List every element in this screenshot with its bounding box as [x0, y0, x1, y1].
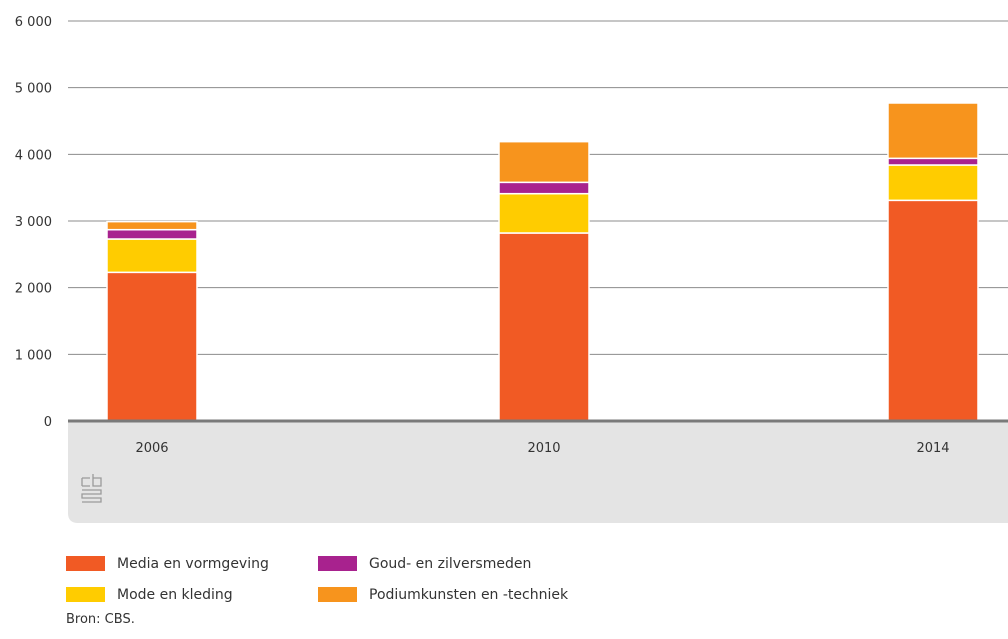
bar-segment	[106, 228, 198, 240]
legend: Media en vormgeving Goud- en zilversmeden…	[66, 552, 618, 606]
legend-item: Goud- en zilversmeden	[318, 552, 618, 575]
y-tick-label: 2 000	[15, 282, 52, 297]
legend-item: Podiumkunsten en -techniek	[318, 583, 618, 606]
x-tick-label: 2006	[135, 441, 168, 456]
y-tick-label: 1 000	[15, 348, 52, 363]
legend-item: Media en vormgeving	[66, 552, 318, 575]
chart: 0 1 000 2 000 3 000 4 000 5 000 6 000 2006 2010 2…	[15, 15, 1008, 523]
legend-swatch	[66, 556, 105, 571]
cbs-logo-icon	[81, 474, 102, 503]
x-tick-label: 2010	[527, 441, 560, 456]
legend-swatch	[318, 556, 357, 571]
bar-segment	[498, 232, 590, 422]
bar-segment	[106, 271, 198, 422]
y-tick-label: 3 000	[15, 215, 52, 230]
bar-segment	[887, 157, 979, 166]
bar-segment	[498, 140, 590, 184]
bar-segment	[887, 164, 979, 202]
bar-segment	[106, 220, 198, 231]
legend-label: Podiumkunsten en -techniek	[369, 586, 569, 603]
legend-item: Mode en kleding	[66, 583, 318, 606]
y-tick-label: 0	[44, 415, 52, 430]
bar-segment	[887, 102, 979, 160]
source-note: Bron: CBS.	[66, 612, 135, 627]
legend-label: Goud- en zilversmeden	[369, 555, 532, 572]
x-axis-panel	[68, 421, 1008, 523]
y-tick-label: 5 000	[15, 82, 52, 97]
bar-segment	[498, 192, 590, 234]
legend-label: Mode en kleding	[117, 586, 233, 603]
legend-swatch	[66, 587, 105, 602]
x-tick-label: 2014	[916, 441, 949, 456]
bar-segment	[106, 238, 198, 274]
legend-swatch	[318, 587, 357, 602]
bar-segment	[887, 199, 979, 422]
bar-segment	[498, 181, 590, 195]
y-tick-label: 6 000	[15, 15, 52, 30]
y-tick-label: 4 000	[15, 148, 52, 163]
legend-label: Media en vormgeving	[117, 555, 269, 572]
